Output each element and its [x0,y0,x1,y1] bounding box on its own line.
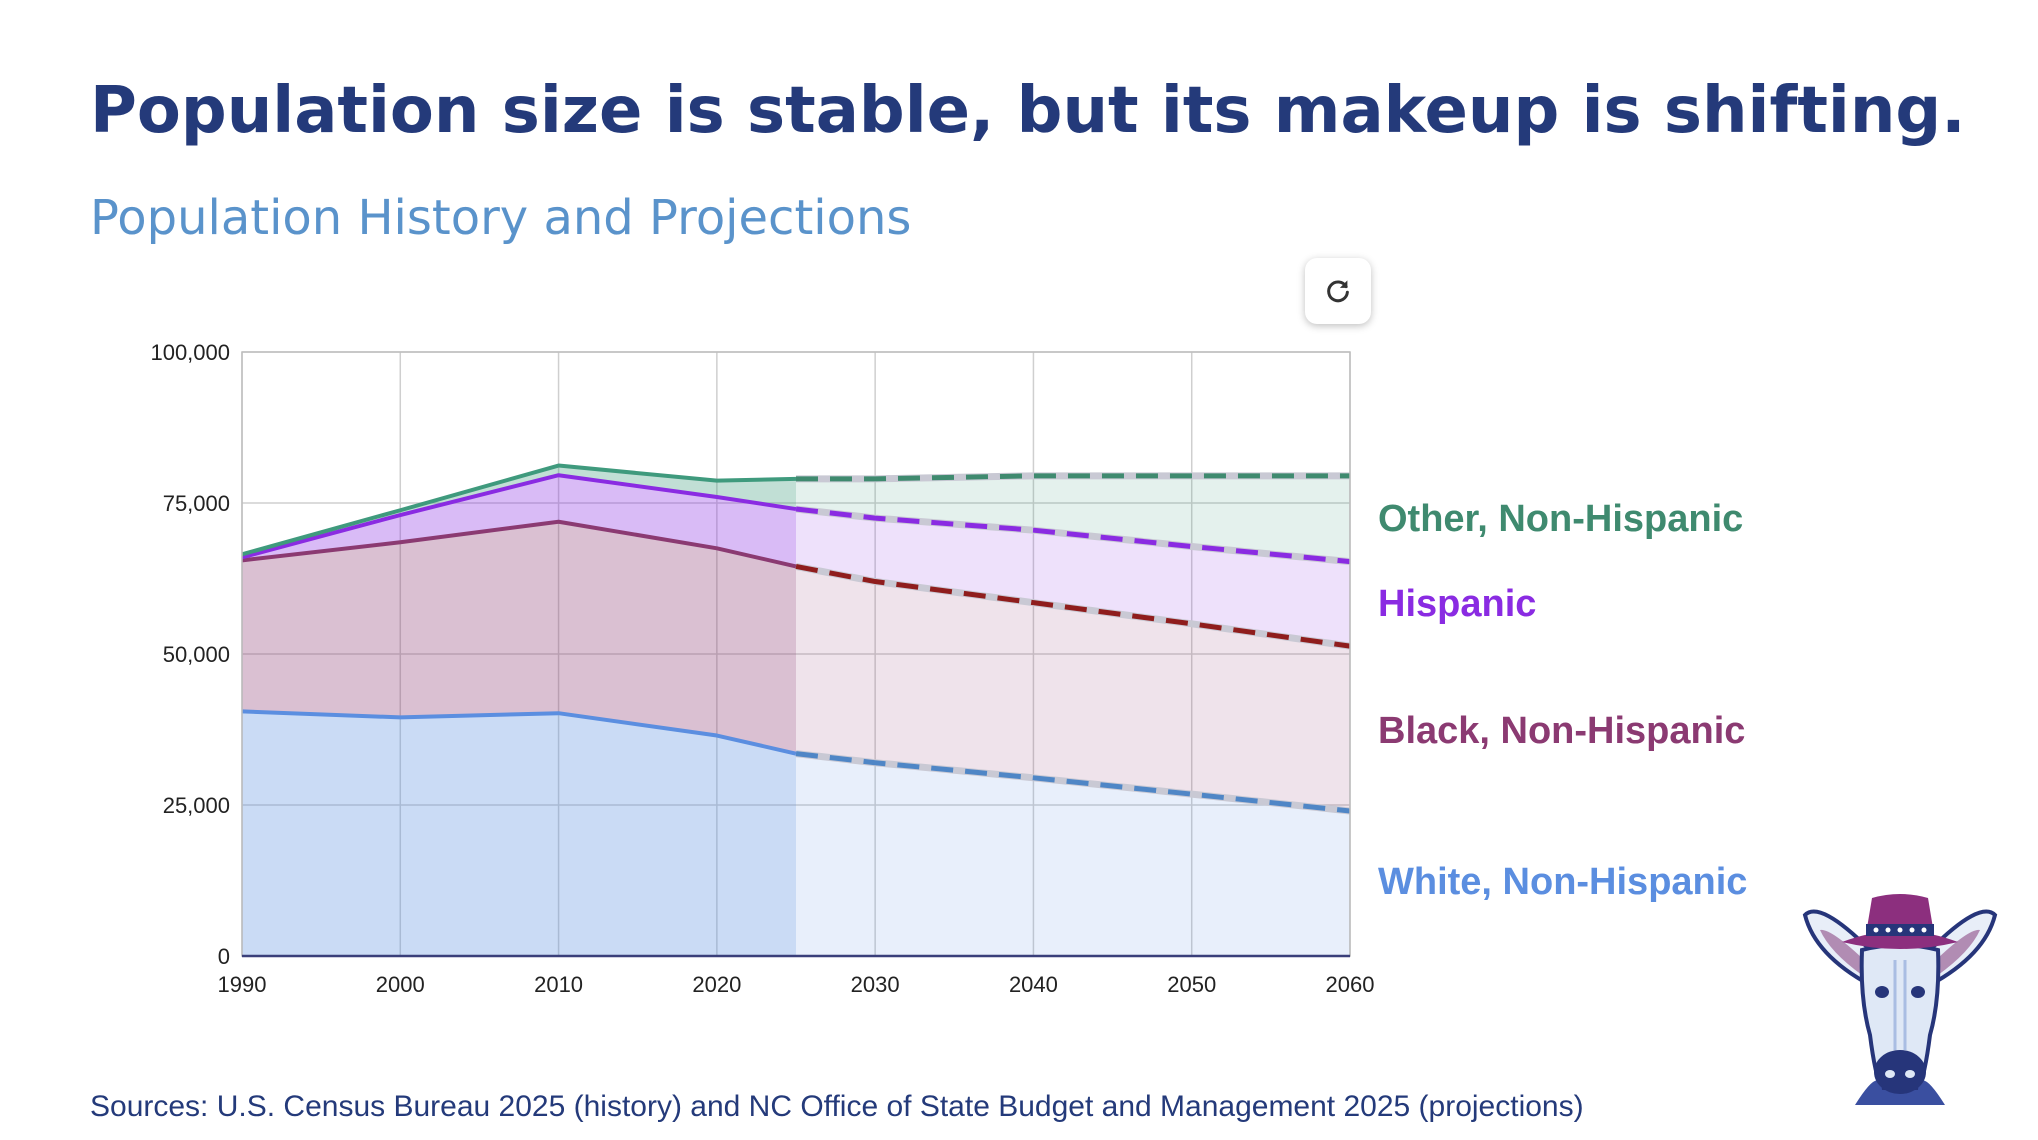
refresh-icon [1327,280,1349,303]
line-history-other-non-hispanic [241,463,797,557]
x-tick-label: 2050 [1167,972,1216,997]
y-tick-label: 75,000 [163,491,230,516]
line-projection-other-non-hispanic [796,473,1350,482]
x-tick-label: 2010 [534,972,583,997]
y-tick-label: 50,000 [163,642,230,667]
x-tick-label: 1990 [218,972,267,997]
x-tick-label: 2020 [692,972,741,997]
area-projection-other-non-hispanic [796,475,1350,562]
y-tick-label: 25,000 [163,793,230,818]
line-projection-white-non-hispanic [795,751,1351,814]
x-tick-label: 2040 [1009,972,1058,997]
legend-white-non-hispanic: White, Non-Hispanic [1378,860,1748,903]
area-projection-white-non-hispanic [796,753,1350,956]
x-tick-label: 2060 [1326,972,1375,997]
line-projection-black-non-hispanic [795,563,1351,649]
page-title: Population size is stable, but its makeu… [90,74,1966,148]
line-history-hispanic [241,473,797,560]
x-tick-label: 2000 [376,972,425,997]
area-history-black-non-hispanic [242,521,796,754]
area-history-white-non-hispanic [242,711,796,956]
line-history-black-non-hispanic [241,519,797,569]
source-note: Sources: U.S. Census Bureau 2025 (histor… [90,1090,1584,1123]
legend-hispanic: Hispanic [1378,582,1537,625]
line-projection-hispanic [795,506,1351,565]
refresh-button[interactable] [1305,258,1371,324]
legend-other-non-hispanic: Other, Non-Hispanic [1378,497,1744,540]
x-tick-label: 2030 [851,972,900,997]
y-tick-label: 0 [218,944,230,969]
y-tick-label: 100,000 [150,340,230,365]
chart-subtitle: Population History and Projections [90,190,912,246]
donkey-mascot-icon [1802,894,1998,1105]
line-history-white-non-hispanic [241,709,797,756]
area-projection-hispanic [796,509,1350,647]
legend-black-non-hispanic: Black, Non-Hispanic [1378,709,1746,752]
